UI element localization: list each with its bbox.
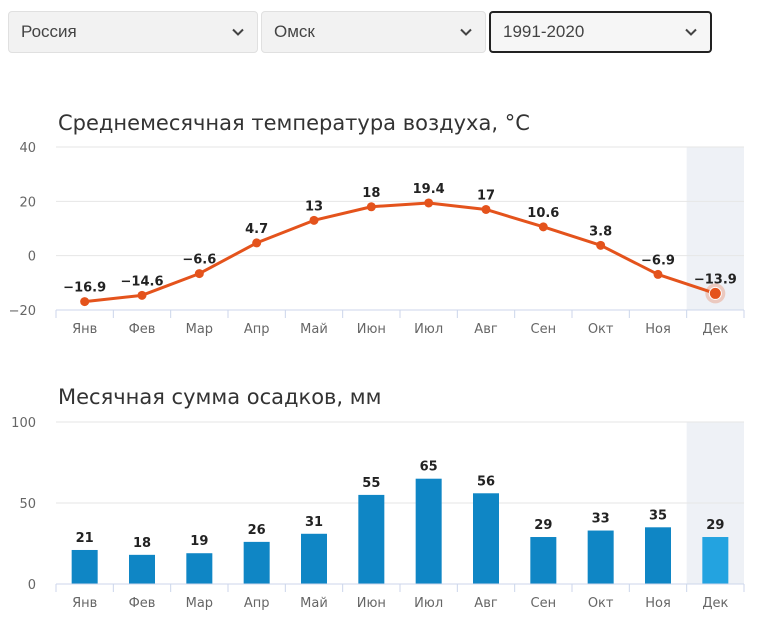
x-tick-label: Ноя xyxy=(645,322,671,337)
precipitation-bar xyxy=(301,533,327,584)
data-point xyxy=(366,202,376,212)
data-label: 33 xyxy=(592,512,610,527)
data-label: 18 xyxy=(133,536,151,551)
period-select[interactable]: 1991-2020 xyxy=(489,11,712,53)
data-label: 18 xyxy=(362,186,380,201)
data-point xyxy=(194,269,204,279)
city-select-value: Омск xyxy=(274,22,315,41)
city-select[interactable]: Омск xyxy=(261,11,486,53)
point-halo xyxy=(705,283,726,304)
y-tick-label: 40 xyxy=(19,141,36,156)
x-tick-label: Ноя xyxy=(645,596,671,611)
data-label: 29 xyxy=(534,518,552,533)
data-label: 56 xyxy=(477,474,495,489)
x-tick-label: Сен xyxy=(531,596,557,611)
data-point xyxy=(137,290,147,300)
x-tick-label: Авг xyxy=(474,596,498,611)
precipitation-bar xyxy=(473,493,499,584)
data-label: 13 xyxy=(305,199,323,214)
highlight-band xyxy=(686,422,744,584)
x-tick-label: Мар xyxy=(186,322,213,337)
x-tick-label: Май xyxy=(300,596,328,611)
data-point xyxy=(424,198,434,208)
data-label: 4.7 xyxy=(245,222,268,237)
period-select-value: 1991-2020 xyxy=(503,22,585,41)
precipitation-bar xyxy=(645,527,671,584)
x-tick-label: Фев xyxy=(129,596,156,611)
y-tick-label: 100 xyxy=(11,416,36,431)
x-tick-label: Дек xyxy=(702,322,728,337)
data-label: 35 xyxy=(649,508,667,523)
data-point xyxy=(708,286,722,300)
data-label: 21 xyxy=(76,531,94,546)
data-label: 65 xyxy=(420,460,438,475)
data-point xyxy=(538,222,548,232)
data-label: 10.6 xyxy=(527,206,559,221)
highlight-band xyxy=(686,147,744,310)
data-label: −13.9 xyxy=(694,272,737,287)
x-tick-label: Апр xyxy=(244,596,270,611)
precipitation-bar xyxy=(243,541,270,584)
x-tick-label: Окт xyxy=(588,596,614,611)
y-tick-label: −20 xyxy=(9,304,36,319)
precipitation-bar xyxy=(129,554,155,584)
x-tick-label: Окт xyxy=(588,322,614,337)
data-label: 26 xyxy=(248,523,266,538)
data-point xyxy=(653,269,663,279)
y-tick-label: 0 xyxy=(28,250,36,265)
y-tick-label: 0 xyxy=(28,578,36,593)
x-tick-label: Янв xyxy=(72,322,97,337)
x-tick-label: Май xyxy=(300,322,328,337)
x-tick-label: Сен xyxy=(531,322,557,337)
country-select-value: Россия xyxy=(21,22,77,41)
data-point xyxy=(596,240,606,250)
data-label: 55 xyxy=(362,476,380,491)
x-tick-label: Апр xyxy=(244,322,270,337)
precipitation-bar xyxy=(530,537,557,584)
data-label: −14.6 xyxy=(121,274,164,289)
precipitation-bar xyxy=(186,553,213,584)
country-select[interactable]: Россия xyxy=(8,11,258,53)
data-label: 19.4 xyxy=(413,182,445,197)
data-point xyxy=(481,204,491,214)
y-tick-label: 50 xyxy=(19,497,36,512)
precipitation-bar xyxy=(702,537,729,584)
precipitation-bar xyxy=(415,478,442,584)
precipitation-bar xyxy=(71,549,98,584)
chevron-down-icon xyxy=(684,25,698,39)
data-label: 29 xyxy=(706,518,724,533)
x-tick-label: Янв xyxy=(72,596,97,611)
x-tick-label: Июл xyxy=(414,322,443,337)
x-tick-label: Фев xyxy=(129,322,156,337)
chevron-down-icon xyxy=(231,25,245,39)
x-tick-label: Июл xyxy=(414,596,443,611)
x-tick-label: Мар xyxy=(186,596,213,611)
data-label: −6.6 xyxy=(182,253,216,268)
data-label: −6.9 xyxy=(641,253,675,268)
temperature-chart-title: Среднемесячная температура воздуха, °C xyxy=(58,111,530,135)
data-label: 3.8 xyxy=(589,224,612,239)
data-label: 31 xyxy=(305,515,323,530)
x-tick-label: Авг xyxy=(474,322,498,337)
data-label: −16.9 xyxy=(63,281,106,296)
precipitation-bar xyxy=(587,530,614,584)
precipitation-bar xyxy=(358,494,385,584)
precipitation-chart-title: Месячная сумма осадков, мм xyxy=(58,385,382,409)
data-point xyxy=(309,215,319,225)
x-tick-label: Июн xyxy=(357,596,386,611)
y-tick-label: 20 xyxy=(19,195,36,210)
data-label: 17 xyxy=(477,188,495,203)
temperature-series-line xyxy=(84,201,716,304)
data-point xyxy=(80,297,90,307)
data-label: 19 xyxy=(190,534,208,549)
x-tick-label: Дек xyxy=(702,596,728,611)
x-tick-label: Июн xyxy=(357,322,386,337)
data-point xyxy=(252,238,262,248)
chevron-down-icon xyxy=(459,25,473,39)
